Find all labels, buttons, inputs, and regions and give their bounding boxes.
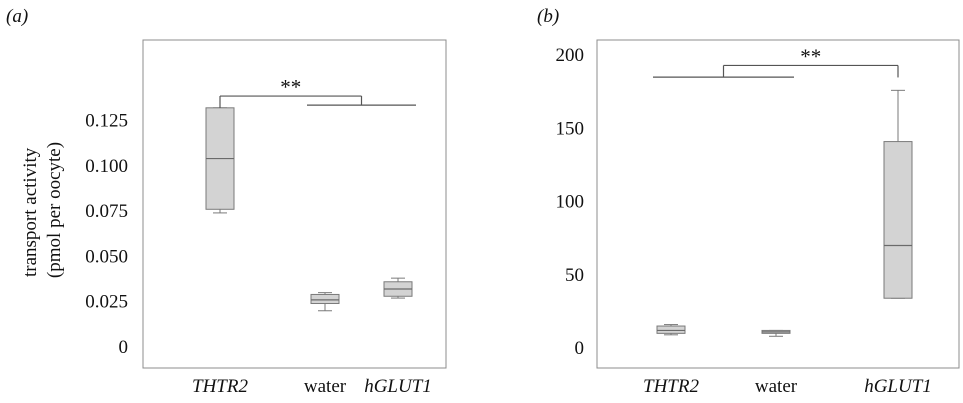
boxes-b [656,89,913,337]
y-axis-label-line: (pmol per oocyte) [44,142,65,278]
box-iqr [656,325,686,334]
y-ticks-a: 0 0.025 0.050 0.075 0.100 0.125 [85,111,128,359]
y-tick-label: 0 [575,338,585,359]
category-labels-a: THTR2 water hGLUT1 [192,376,432,397]
panel-label-b: (b) [537,6,559,27]
panel-label-a: (a) [6,6,28,27]
category-label: water [304,376,347,397]
category-label: THTR2 [192,376,248,397]
plot-frame-b [596,39,960,369]
y-ticks-b: 0 50 100 150 200 [556,45,585,359]
category-labels-b: THTR2 water hGLUT1 [643,376,932,397]
y-tick-label: 0.050 [85,246,128,267]
box-iqr [883,141,913,299]
plot-frame-a [142,39,447,369]
category-label: hGLUT1 [864,376,932,397]
y-tick-label: 100 [556,192,585,213]
category-label: water [755,376,798,397]
y-tick-label: 0 [119,337,129,358]
y-axis-label-line: transport activity [20,147,41,277]
y-tick-label: 200 [556,45,585,66]
panel-a: (a) transport activity (pmol per oocyte)… [6,6,447,397]
significance-label: ** [800,44,821,68]
box-iqr [310,293,340,305]
y-tick-label: 0.100 [85,156,128,177]
category-label: hGLUT1 [364,376,432,397]
significance-label: ** [280,75,301,99]
y-axis-label: transport activity (pmol per oocyte) [20,142,65,278]
y-tick-label: 0.025 [85,292,128,313]
category-label: THTR2 [643,376,699,397]
panel-b: (b) 0 50 100 150 200 ** THTR2 water hGLUT1 [537,6,960,397]
significance-b: ** [653,44,899,78]
y-tick-label: 0.125 [85,111,128,132]
boxes-a [205,107,413,312]
y-tick-label: 150 [556,118,585,139]
significance-a: ** [219,75,416,109]
y-tick-label: 50 [565,265,584,286]
y-tick-label: 0.075 [85,201,128,222]
